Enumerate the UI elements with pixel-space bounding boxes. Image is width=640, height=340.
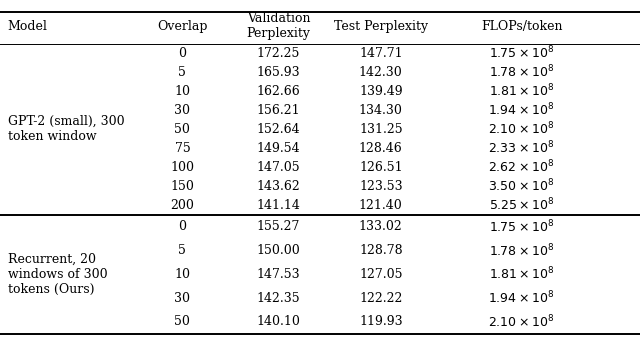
Text: 150.00: 150.00	[257, 244, 300, 257]
Text: 133.02: 133.02	[359, 220, 403, 233]
Text: 140.10: 140.10	[257, 316, 300, 328]
Text: 139.49: 139.49	[359, 85, 403, 98]
Text: $1.75 \times 10^{8}$: $1.75 \times 10^{8}$	[489, 219, 554, 235]
Text: $1.94 \times 10^{8}$: $1.94 \times 10^{8}$	[488, 102, 555, 118]
Text: 165.93: 165.93	[257, 66, 300, 79]
Text: 155.27: 155.27	[257, 220, 300, 233]
Text: 147.53: 147.53	[257, 268, 300, 281]
Text: 5: 5	[179, 66, 186, 79]
Text: 162.66: 162.66	[257, 85, 300, 98]
Text: $2.33 \times 10^{8}$: $2.33 \times 10^{8}$	[488, 140, 555, 156]
Text: 152.64: 152.64	[257, 123, 300, 136]
Text: $2.10 \times 10^{8}$: $2.10 \times 10^{8}$	[488, 121, 555, 137]
Text: 30: 30	[174, 292, 191, 305]
Text: Overlap: Overlap	[157, 20, 207, 33]
Text: 50: 50	[175, 316, 190, 328]
Text: $2.62 \times 10^{8}$: $2.62 \times 10^{8}$	[488, 159, 555, 175]
Text: 30: 30	[174, 104, 191, 117]
Text: $1.78 \times 10^{8}$: $1.78 \times 10^{8}$	[489, 242, 554, 259]
Text: 149.54: 149.54	[257, 142, 300, 155]
Text: 121.40: 121.40	[359, 199, 403, 212]
Text: Model: Model	[8, 20, 47, 33]
Text: 131.25: 131.25	[359, 123, 403, 136]
Text: 10: 10	[174, 268, 191, 281]
Text: 156.21: 156.21	[257, 104, 300, 117]
Text: 150: 150	[170, 180, 195, 193]
Text: 10: 10	[174, 85, 191, 98]
Text: $2.10 \times 10^{8}$: $2.10 \times 10^{8}$	[488, 314, 555, 330]
Text: FLOPs/token: FLOPs/token	[481, 20, 563, 33]
Text: 143.62: 143.62	[257, 180, 300, 193]
Text: $1.94 \times 10^{8}$: $1.94 \times 10^{8}$	[488, 290, 555, 306]
Text: $1.78 \times 10^{8}$: $1.78 \times 10^{8}$	[489, 64, 554, 80]
Text: Test Perplexity: Test Perplexity	[333, 20, 428, 33]
Text: 200: 200	[170, 199, 195, 212]
Text: $5.25 \times 10^{8}$: $5.25 \times 10^{8}$	[489, 197, 554, 214]
Text: $3.50 \times 10^{8}$: $3.50 \times 10^{8}$	[488, 178, 555, 194]
Text: 122.22: 122.22	[359, 292, 403, 305]
Text: 0: 0	[179, 47, 186, 60]
Text: 128.78: 128.78	[359, 244, 403, 257]
Text: 50: 50	[175, 123, 190, 136]
Text: $1.75 \times 10^{8}$: $1.75 \times 10^{8}$	[489, 45, 554, 61]
Text: $1.81 \times 10^{8}$: $1.81 \times 10^{8}$	[489, 266, 554, 283]
Text: 172.25: 172.25	[257, 47, 300, 60]
Text: 142.35: 142.35	[257, 292, 300, 305]
Text: 128.46: 128.46	[359, 142, 403, 155]
Text: 141.14: 141.14	[257, 199, 300, 212]
Text: 75: 75	[175, 142, 190, 155]
Text: 142.30: 142.30	[359, 66, 403, 79]
Text: $1.81 \times 10^{8}$: $1.81 \times 10^{8}$	[489, 83, 554, 99]
Text: 134.30: 134.30	[359, 104, 403, 117]
Text: 100: 100	[170, 161, 195, 174]
Text: 126.51: 126.51	[359, 161, 403, 174]
Text: 5: 5	[179, 244, 186, 257]
Text: 127.05: 127.05	[359, 268, 403, 281]
Text: 119.93: 119.93	[359, 316, 403, 328]
Text: 147.05: 147.05	[257, 161, 300, 174]
Text: 147.71: 147.71	[359, 47, 403, 60]
Text: Recurrent, 20
windows of 300
tokens (Ours): Recurrent, 20 windows of 300 tokens (Our…	[8, 253, 108, 296]
Text: Validation
Perplexity: Validation Perplexity	[246, 12, 310, 40]
Text: 123.53: 123.53	[359, 180, 403, 193]
Text: GPT-2 (small), 300
token window: GPT-2 (small), 300 token window	[8, 115, 124, 143]
Text: 0: 0	[179, 220, 186, 233]
